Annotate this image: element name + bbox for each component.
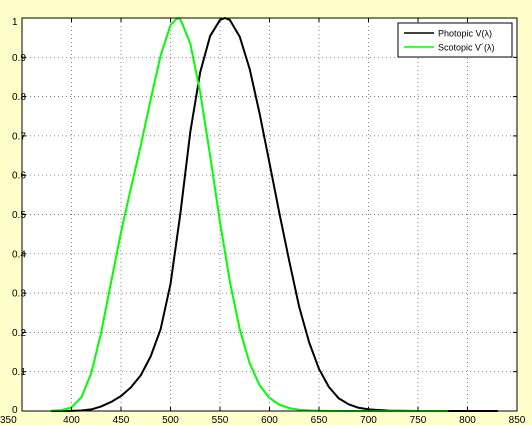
y-tick-label: 1 — [12, 17, 18, 28]
x-tick-label: 850 — [509, 415, 526, 425]
x-tick-label: 500 — [162, 415, 179, 425]
x-tick-label: 800 — [459, 415, 476, 425]
y-tick-label: 0.3 — [12, 289, 26, 300]
legend-label: Photopic V(λ) — [438, 29, 492, 39]
y-tick-label: 0.9 — [12, 53, 26, 64]
y-tick-label: 0.2 — [12, 328, 26, 339]
y-tick-label: 0.7 — [12, 131, 26, 142]
x-tick-label: 650 — [311, 415, 328, 425]
series-layer — [50, 17, 499, 412]
y-tick-label: 0.1 — [12, 367, 26, 378]
y-tick-label: 0.8 — [12, 92, 26, 103]
series-line-2 — [50, 17, 449, 412]
legend-box — [397, 22, 513, 58]
x-tick-label: 600 — [261, 415, 278, 425]
y-tick-label: 0.6 — [12, 171, 26, 182]
x-tick-label: 400 — [63, 415, 80, 425]
x-tick-label: 750 — [410, 415, 427, 425]
x-tick-label: 700 — [360, 415, 377, 425]
y-tick-label: 0.4 — [12, 249, 26, 260]
legend-label: Scotopic V´(λ) — [438, 43, 495, 53]
x-tick-label: 550 — [212, 415, 229, 425]
ticks: 350 400 450 500 550 600 650 700 750 800 850 0 0.1 0.2… — [0, 17, 526, 425]
legend: Photopic V(λ) Scotopic V´(λ) — [397, 22, 513, 58]
y-tick-label: 0 — [12, 405, 18, 416]
series-line-1 — [50, 17, 499, 412]
x-tick-label: 450 — [113, 415, 130, 425]
y-tick-label: 0.5 — [12, 210, 26, 221]
x-tick-label: 350 — [0, 415, 17, 425]
